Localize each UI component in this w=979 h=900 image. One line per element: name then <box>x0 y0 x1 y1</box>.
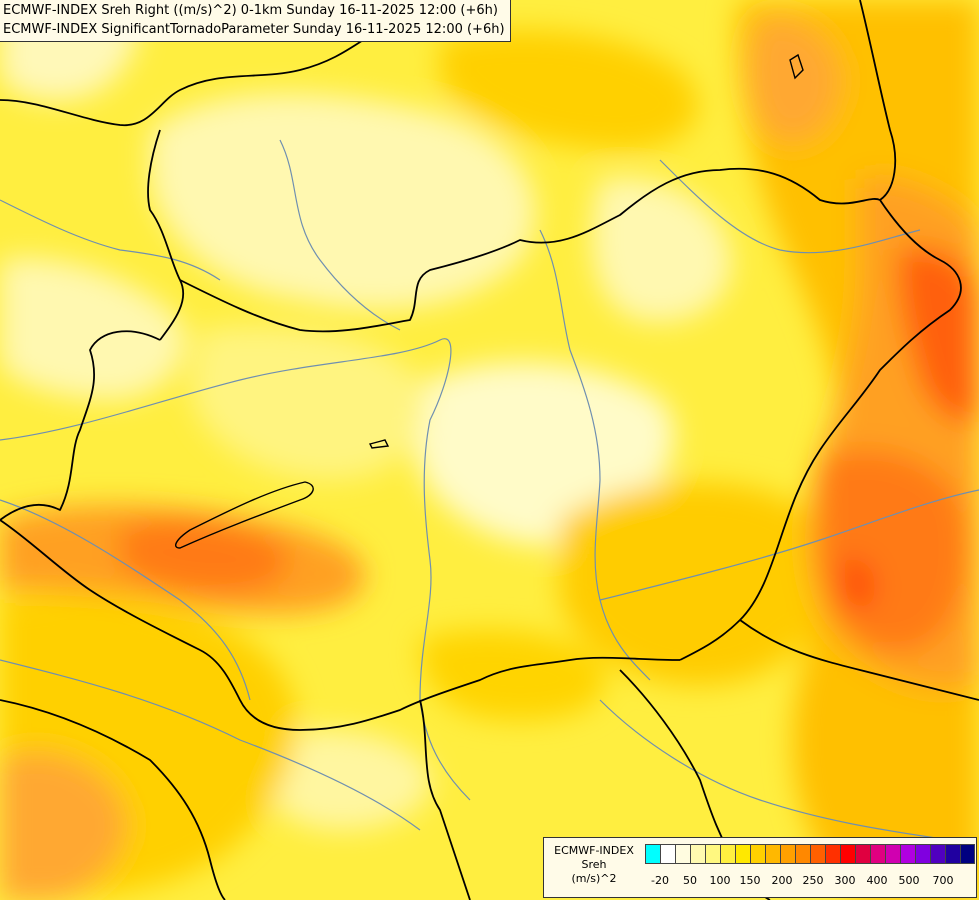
legend-tick-label: 200 <box>771 874 793 887</box>
pale-zone-west <box>0 258 186 400</box>
legend-swatch <box>750 844 765 864</box>
light-zone-mid <box>190 326 426 480</box>
gold-zone-lower-mid <box>420 629 606 720</box>
lake-northeast <box>789 53 804 80</box>
legend-swatch <box>930 844 945 864</box>
border-hungary-east <box>679 199 962 661</box>
legend-tick-label: 700 <box>932 874 954 887</box>
legend-swatch <box>915 844 930 864</box>
legend-title: ECMWF-INDEX Sreh (m/s)^2 <box>544 844 644 886</box>
lake-small-center <box>368 439 390 449</box>
legend-title-parameter: Sreh <box>581 858 607 871</box>
legend-swatch <box>780 844 795 864</box>
border-south-1 <box>419 699 471 900</box>
border-west-north <box>147 129 185 341</box>
red-orange-core-west <box>120 519 288 593</box>
legend-swatch <box>705 844 720 864</box>
legend-tick-label: 50 <box>683 874 697 887</box>
border-se <box>739 619 979 701</box>
river-west-upper <box>0 199 221 281</box>
rivers <box>0 139 979 841</box>
color-legend: ECMWF-INDEX Sreh (m/s)^2 -20 50 100 150 200 2… <box>543 837 977 898</box>
river-northeast <box>659 159 921 254</box>
legend-swatch <box>870 844 885 864</box>
legend-swatch <box>645 844 660 864</box>
legend-swatch <box>840 844 855 864</box>
legend-swatch <box>795 844 810 864</box>
legend-swatch <box>900 844 915 864</box>
legend-tick-label: 100 <box>709 874 731 887</box>
orange-zone-southwest <box>0 752 127 900</box>
legend-swatch <box>690 844 705 864</box>
border-hungary-west <box>0 330 161 521</box>
river-south-east <box>599 699 951 841</box>
legend-tick-label: 300 <box>834 874 856 887</box>
legend-swatch <box>660 844 675 864</box>
pale-zone-south <box>258 730 432 830</box>
legend-swatch <box>765 844 780 864</box>
lakes <box>175 53 804 549</box>
header-line-stp: ECMWF-INDEX SignificantTornadoParameter … <box>3 22 505 37</box>
pale-zone-north <box>150 93 536 310</box>
legend-title-unit: (m/s)^2 <box>571 872 617 885</box>
legend-ticks: -20 50 100 150 200 250 300 400 500 700 <box>645 874 975 890</box>
legend-title-model: ECMWF-INDEX <box>554 844 634 857</box>
border-east-north <box>859 0 897 201</box>
border-hungary-south <box>0 519 681 731</box>
legend-tick-label: -20 <box>651 874 669 887</box>
legend-swatch <box>720 844 735 864</box>
river-northern <box>279 139 401 331</box>
border-hungary-north <box>179 167 881 333</box>
river-tisza <box>539 229 651 681</box>
river-drava <box>0 499 251 701</box>
legend-swatches <box>645 844 975 864</box>
legend-tick-label: 150 <box>739 874 761 887</box>
legend-tick-label: 500 <box>898 874 920 887</box>
legend-swatch <box>960 844 975 864</box>
pale-zone-east-center <box>592 178 732 322</box>
red-orange-core-northeast <box>898 247 979 423</box>
river-maros <box>599 489 979 601</box>
legend-swatch <box>675 844 690 864</box>
lake-balaton <box>175 481 314 549</box>
gold-zone-southeast <box>560 482 836 686</box>
legend-swatch <box>945 844 960 864</box>
gold-zone-north <box>440 30 698 150</box>
legend-swatch <box>825 844 840 864</box>
orange-zone-ne <box>749 18 840 142</box>
legend-tick-label: 400 <box>866 874 888 887</box>
map-header: ECMWF-INDEX Sreh Right ((m/s)^2) 0-1km S… <box>0 0 511 42</box>
legend-tick-label: 250 <box>802 874 824 887</box>
river-sava <box>0 659 421 831</box>
header-line-sreh: ECMWF-INDEX Sreh Right ((m/s)^2) 0-1km S… <box>3 3 498 18</box>
legend-swatch <box>810 844 825 864</box>
river-danube <box>0 338 471 801</box>
red-core-east-small <box>840 557 876 610</box>
legend-swatch <box>885 844 900 864</box>
legend-swatch <box>735 844 750 864</box>
border-southwest <box>0 699 226 900</box>
legend-swatch <box>855 844 870 864</box>
